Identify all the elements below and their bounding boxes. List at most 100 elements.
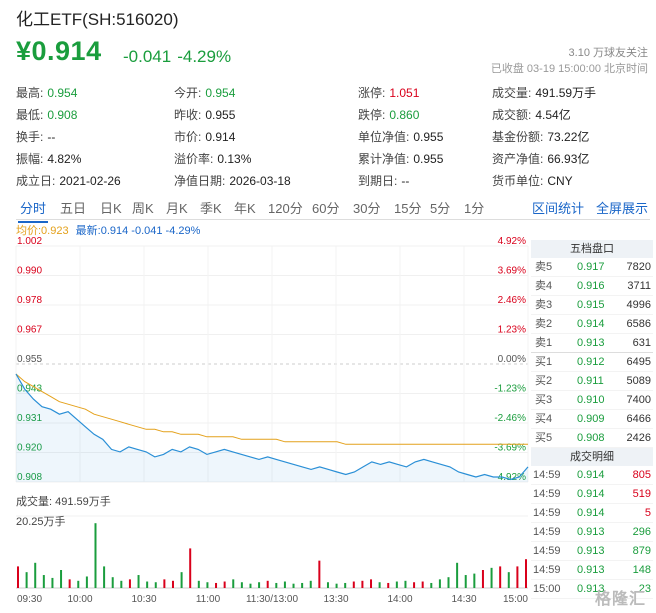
stat-cell: 成交量: 491.59万手 <box>492 84 596 101</box>
tab-3[interactable]: 周K <box>132 201 154 216</box>
stat-value: 491.59万手 <box>535 86 597 100</box>
orderbook-row: 买2 0.911 5089 <box>531 372 653 391</box>
stat-label: 最低: <box>16 108 44 122</box>
stat-cell: 成交额: 4.54亿 <box>492 106 571 123</box>
y-tick-right: 3.69% <box>498 266 526 277</box>
volume-bar <box>42 575 45 588</box>
tab-10[interactable]: 15分 <box>394 201 422 216</box>
volume-bar <box>232 579 235 588</box>
tab-0[interactable]: 分时 <box>17 198 49 223</box>
trade-row: 14:59 0.914 519 <box>531 485 653 504</box>
price-change: -0.041 -4.29% <box>123 47 237 67</box>
volume-bar <box>154 582 157 588</box>
y-tick-right: 4.92% <box>498 236 526 247</box>
orderbook-level: 卖4 <box>535 280 553 292</box>
stat-label: 基金份额: <box>492 130 544 144</box>
stat-cell: 市价: 0.914 <box>174 128 235 145</box>
orderbook-row: 卖5 0.917 7820 <box>531 258 653 277</box>
watermark-logo: 格隆汇 <box>594 591 646 608</box>
stat-cell: 昨收: 0.955 <box>174 106 235 123</box>
y-tick-right: -1.23% <box>494 384 526 395</box>
orderbook-volume: 6586 <box>626 318 651 330</box>
stats-row: 换手: -- 市价: 0.914 单位净值: 0.955 基金份额: 73.22亿 <box>16 125 646 147</box>
tab-7[interactable]: 120分 <box>268 201 303 216</box>
volume-bar <box>68 579 71 588</box>
orderbook-panel: 五档盘口 卖5 0.917 7820 卖4 0.916 3711 卖3 0.915 4996 卖2 0… <box>531 240 653 599</box>
volume-bar <box>404 580 407 588</box>
tab-8[interactable]: 60分 <box>312 201 340 216</box>
stats-row: 成立日: 2021-02-26 净值日期: 2026-03-18 到期日: -- 货币单位:… <box>16 169 646 191</box>
stat-cell: 资产净值: 66.93亿 <box>492 150 589 167</box>
orderbook-price: 0.915 <box>577 299 605 311</box>
tab-1[interactable]: 五日 <box>60 201 87 216</box>
stat-label: 昨收: <box>174 108 202 122</box>
volume-bar <box>309 580 312 588</box>
orderbook-volume: 4996 <box>626 299 651 311</box>
volume-bar <box>481 570 484 588</box>
x-tick: 15:00 <box>503 594 528 605</box>
stat-cell: 净值日期: 2026-03-18 <box>174 172 291 189</box>
tab-link-1[interactable]: 全屏展示 <box>596 201 649 216</box>
fund-title: 化工ETF(SH:516020) <box>16 10 179 29</box>
trade-price: 0.914 <box>577 469 605 481</box>
stat-label: 净值日期: <box>174 174 226 188</box>
tab-12[interactable]: 1分 <box>464 201 485 216</box>
y-tick-left: 0.990 <box>17 266 42 277</box>
stat-label: 累计净值: <box>358 152 410 166</box>
stat-label: 溢价率: <box>174 152 214 166</box>
change-amount: -0.041 <box>123 47 172 66</box>
tab-4[interactable]: 月K <box>166 201 188 216</box>
market-status: 已收盘 03-19 15:00:00 北京时间 <box>490 63 648 75</box>
intraday-chart[interactable]: 1.002 4.92% 0.990 3.69% 0.978 2.46% 0.967 1.23%… <box>0 236 656 613</box>
volume-bar <box>456 562 459 588</box>
volume-bar <box>326 582 329 588</box>
orderbook-level: 买3 <box>535 394 553 406</box>
trade-volume: 23 <box>638 583 651 595</box>
volume-bar <box>223 581 226 588</box>
follow-count[interactable]: 3.10 万球友关注 <box>568 47 648 59</box>
volume-bar <box>447 577 450 588</box>
orderbook-volume: 3711 <box>627 280 651 292</box>
latest-price-label: 最新:0.914 -0.041 -4.29% <box>75 225 201 237</box>
x-tick: 14:00 <box>387 594 412 605</box>
tab-6[interactable]: 年K <box>234 201 256 216</box>
trade-volume: 879 <box>632 545 651 557</box>
trade-time: 14:59 <box>533 545 561 557</box>
stat-label: 成交量: <box>492 86 532 100</box>
y-tick-right: -4.92% <box>494 472 526 483</box>
trade-row: 15:00 0.913 23 <box>531 580 653 599</box>
tab-5[interactable]: 季K <box>200 201 222 216</box>
trades-title: 成交明细 <box>531 448 653 466</box>
trade-time: 15:00 <box>533 583 561 595</box>
stat-cell: 累计净值: 0.955 <box>358 150 443 167</box>
orderbook-volume: 6495 <box>626 356 651 368</box>
volume-max-label: 20.25万手 <box>16 516 66 528</box>
stat-value: CNY <box>547 174 573 188</box>
y-tick-right: 2.46% <box>498 295 526 306</box>
trade-price: 0.914 <box>577 507 605 519</box>
tab-link-0[interactable]: 区间统计 <box>532 201 585 216</box>
volume-label: 成交量: 491.59万手 <box>16 496 111 508</box>
y-tick-left: 0.978 <box>17 295 42 306</box>
stat-value: 0.954 <box>47 86 78 100</box>
volume-bar <box>197 580 200 588</box>
volume-bar <box>292 583 295 588</box>
orderbook-level: 买4 <box>535 413 553 425</box>
y-tick-left: 0.908 <box>17 472 42 483</box>
tab-11[interactable]: 5分 <box>430 201 451 216</box>
stat-value: 4.82% <box>47 152 82 166</box>
tab-2[interactable]: 日K <box>100 201 122 216</box>
tab-9[interactable]: 30分 <box>353 201 381 216</box>
trade-volume: 805 <box>632 469 651 481</box>
stat-label: 成立日: <box>16 174 56 188</box>
price-area <box>16 374 528 482</box>
orderbook-price: 0.913 <box>577 337 605 349</box>
stat-label: 换手: <box>16 130 44 144</box>
trade-volume: 519 <box>632 488 651 500</box>
stats-row: 振幅: 4.82% 溢价率: 0.13% 累计净值: 0.955 资产净值: 66.93亿 <box>16 147 646 169</box>
trade-volume: 296 <box>632 526 651 538</box>
volume-bar <box>413 582 416 588</box>
orderbook-price: 0.917 <box>577 261 605 273</box>
orderbook-level: 买2 <box>535 375 553 387</box>
y-tick-right: -2.46% <box>494 413 526 424</box>
